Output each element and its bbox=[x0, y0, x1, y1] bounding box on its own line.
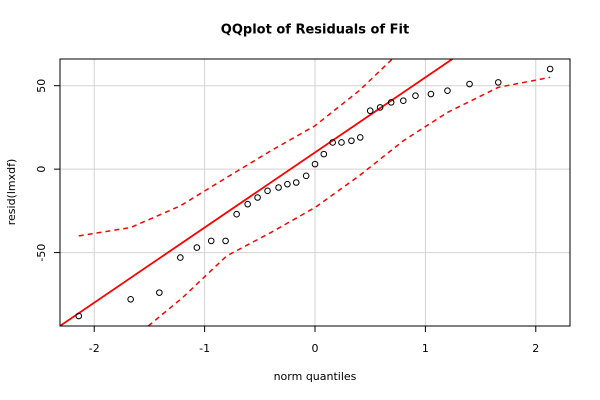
y-tick-label: 0 bbox=[35, 166, 48, 173]
x-tick-label: 1 bbox=[422, 342, 429, 355]
point bbox=[376, 104, 384, 111]
point bbox=[264, 187, 271, 195]
point bbox=[302, 172, 310, 180]
point bbox=[244, 200, 251, 208]
point bbox=[427, 90, 435, 98]
x-tick-label: 2 bbox=[532, 342, 539, 355]
chart-title: QQplot of Residuals of Fit bbox=[221, 23, 409, 38]
x-axis-label: norm quantiles bbox=[274, 370, 357, 383]
confidence-band bbox=[147, 76, 551, 326]
point bbox=[320, 150, 328, 158]
point bbox=[127, 296, 134, 303]
point bbox=[366, 107, 374, 115]
point bbox=[356, 134, 364, 141]
point bbox=[311, 160, 319, 168]
point bbox=[284, 180, 291, 188]
y-axis-label: resid(lmxdf) bbox=[5, 159, 18, 226]
y-tick-label: 50 bbox=[35, 79, 48, 93]
point bbox=[338, 139, 345, 146]
x-tick-label: -1 bbox=[199, 342, 210, 355]
point bbox=[275, 184, 282, 191]
point bbox=[466, 80, 473, 88]
point bbox=[546, 65, 554, 73]
point bbox=[292, 179, 300, 186]
point bbox=[400, 97, 407, 105]
point bbox=[156, 289, 163, 296]
point bbox=[412, 92, 419, 100]
point bbox=[494, 79, 502, 86]
point bbox=[177, 254, 184, 261]
confidence-band bbox=[78, 59, 393, 237]
point bbox=[329, 139, 336, 146]
x-tick-label: -2 bbox=[89, 342, 100, 355]
point bbox=[444, 87, 451, 95]
x-tick-label: 0 bbox=[312, 342, 319, 355]
point bbox=[233, 210, 240, 218]
grid bbox=[60, 59, 570, 326]
point bbox=[387, 99, 395, 106]
point bbox=[254, 194, 261, 201]
point bbox=[207, 237, 215, 245]
point bbox=[348, 137, 355, 145]
plot-area bbox=[60, 59, 554, 326]
point bbox=[222, 237, 229, 245]
y-tick-label: -50 bbox=[35, 244, 48, 262]
point bbox=[75, 312, 83, 320]
reference-line bbox=[60, 59, 454, 326]
point bbox=[193, 244, 201, 251]
